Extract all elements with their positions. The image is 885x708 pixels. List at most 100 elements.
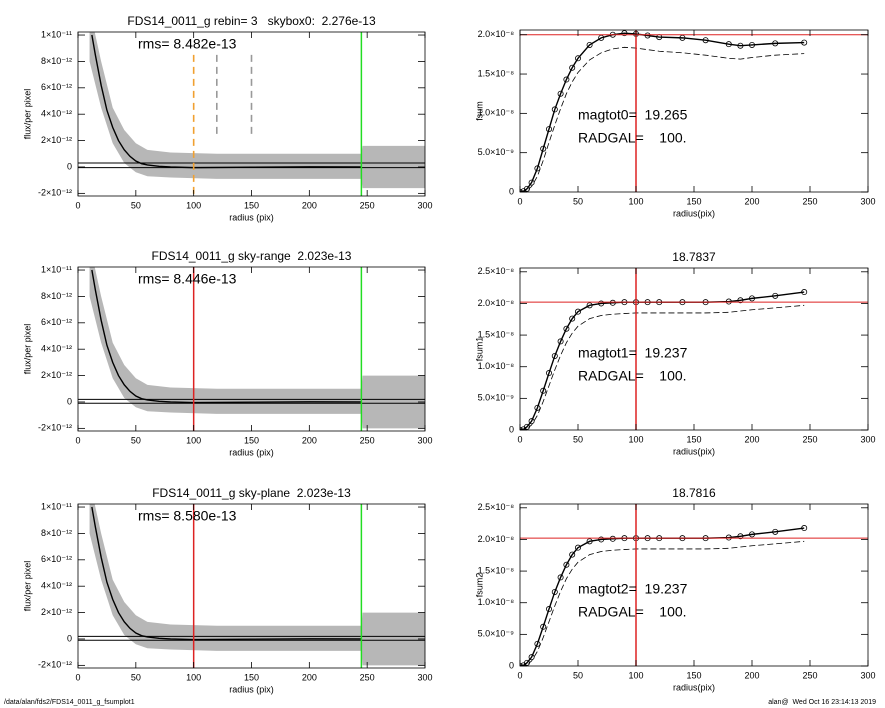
scatter-band: [89, 504, 425, 666]
y-tick-label: 0: [509, 186, 514, 196]
marker: [546, 370, 553, 377]
y-tick-label: 2.5×10⁻⁸: [478, 502, 515, 512]
x-tick-label: 300: [860, 196, 875, 206]
y-axis-label: fsum: [474, 101, 484, 121]
y-tick-label: 6×10⁻¹²: [41, 82, 72, 92]
marker: [609, 535, 616, 542]
x-tick-label: 200: [302, 435, 317, 445]
y-tick-label: 8×10⁻¹²: [41, 528, 72, 538]
x-tick-label: 150: [686, 670, 701, 680]
x-axis-label: radius (pix): [229, 447, 274, 457]
y-tick-label: -2×10⁻¹²: [38, 423, 72, 433]
annotation: magtot2= 19.237: [578, 581, 688, 597]
x-tick-label: 100: [628, 670, 643, 680]
marker: [598, 536, 605, 543]
y-tick-label: 5.0×10⁻⁹: [478, 147, 515, 157]
marker: [598, 34, 605, 41]
marker: [569, 64, 576, 71]
y-tick-label: 5.0×10⁻⁹: [478, 629, 515, 639]
y-tick-label: 1.0×10⁻⁸: [478, 361, 515, 371]
plot-area: [520, 268, 868, 430]
footer-right: alan@ Wed Oct 16 23:14:13 2019: [768, 699, 876, 706]
plot-area: [78, 267, 425, 431]
x-axis-label: radius(pix): [673, 446, 715, 456]
x-tick-label: 250: [360, 672, 375, 682]
marker: [563, 76, 570, 83]
y-axis-label: flux/per pixel: [22, 324, 32, 375]
x-tick-label: 100: [186, 200, 201, 210]
marker: [540, 623, 547, 630]
x-tick-label: 200: [744, 196, 759, 206]
marker: [540, 145, 547, 152]
x-tick-label: 0: [517, 196, 522, 206]
annotation: RADGAL= 100.: [578, 368, 687, 384]
x-axis-label: radius (pix): [229, 212, 274, 222]
plot-frame: [519, 267, 869, 431]
annotation: magtot1= 19.237: [578, 345, 688, 361]
panel-title: FDS14_0011_g rebin= 3 skybox0: 2.276e-13: [127, 14, 376, 28]
y-axis-label: flux/per pixel: [22, 89, 32, 140]
y-tick-label: 1.5×10⁻⁸: [478, 68, 515, 78]
annotation: RADGAL= 100.: [578, 604, 687, 620]
marker: [725, 298, 732, 305]
marker: [801, 525, 808, 532]
marker: [644, 32, 651, 39]
y-tick-label: 6×10⁻¹²: [41, 317, 72, 327]
x-tick-label: 50: [573, 434, 583, 444]
x-tick-label: 100: [186, 672, 201, 682]
y-tick-label: 1.5×10⁻⁸: [478, 329, 515, 339]
y-axis-label: fsum2: [474, 573, 484, 598]
marker: [749, 531, 756, 538]
marker: [702, 37, 709, 44]
y-tick-label: 0: [67, 161, 72, 171]
marker: [737, 297, 744, 304]
y-tick-label: 2.0×10⁻⁸: [478, 29, 515, 39]
x-tick-label: 250: [802, 434, 817, 444]
marker: [551, 106, 558, 113]
marker: [528, 654, 535, 661]
marker: [749, 295, 756, 302]
marker: [575, 308, 582, 315]
y-tick-label: 1×10⁻¹¹: [41, 264, 72, 274]
y-axis-label: flux/per pixel: [22, 561, 32, 612]
x-tick-label: 300: [417, 672, 432, 682]
marker: [540, 387, 547, 394]
marker: [801, 289, 808, 296]
x-tick-label: 50: [573, 196, 583, 206]
x-tick-label: 300: [860, 434, 875, 444]
y-tick-label: 0: [67, 396, 72, 406]
marker: [772, 40, 779, 47]
y-tick-label: 0: [509, 424, 514, 434]
marker: [546, 606, 553, 613]
marker: [586, 41, 593, 48]
x-tick-label: 250: [802, 670, 817, 680]
plot-area: [78, 504, 425, 668]
x-axis-label: radius(pix): [673, 208, 715, 218]
y-tick-label: 4×10⁻¹²: [41, 581, 72, 591]
marker: [598, 300, 605, 307]
x-tick-label: 0: [517, 670, 522, 680]
marker: [569, 315, 576, 322]
x-tick-label: 100: [628, 434, 643, 444]
x-tick-label: 100: [186, 435, 201, 445]
annotation: rms= 8.482e-13: [138, 36, 237, 52]
plot-area: [520, 504, 868, 666]
panel-title: FDS14_0011_g sky-plane 2.023e-13: [152, 486, 351, 500]
plot-area: [520, 30, 868, 192]
scatter-band: [89, 32, 425, 189]
x-tick-label: 200: [744, 670, 759, 680]
marker: [575, 544, 582, 551]
marker: [725, 534, 732, 541]
y-tick-label: 4×10⁻¹²: [41, 109, 72, 119]
x-tick-label: 200: [302, 200, 317, 210]
marker: [772, 528, 779, 535]
marker: [749, 41, 756, 48]
x-tick-label: 0: [517, 434, 522, 444]
y-tick-label: 1.0×10⁻⁸: [478, 108, 515, 118]
y-tick-label: -2×10⁻¹²: [38, 660, 72, 670]
marker: [737, 533, 744, 540]
x-tick-label: 150: [244, 672, 259, 682]
x-tick-label: 150: [686, 196, 701, 206]
x-tick-label: 250: [802, 196, 817, 206]
y-tick-label: 1.0×10⁻⁸: [478, 597, 515, 607]
